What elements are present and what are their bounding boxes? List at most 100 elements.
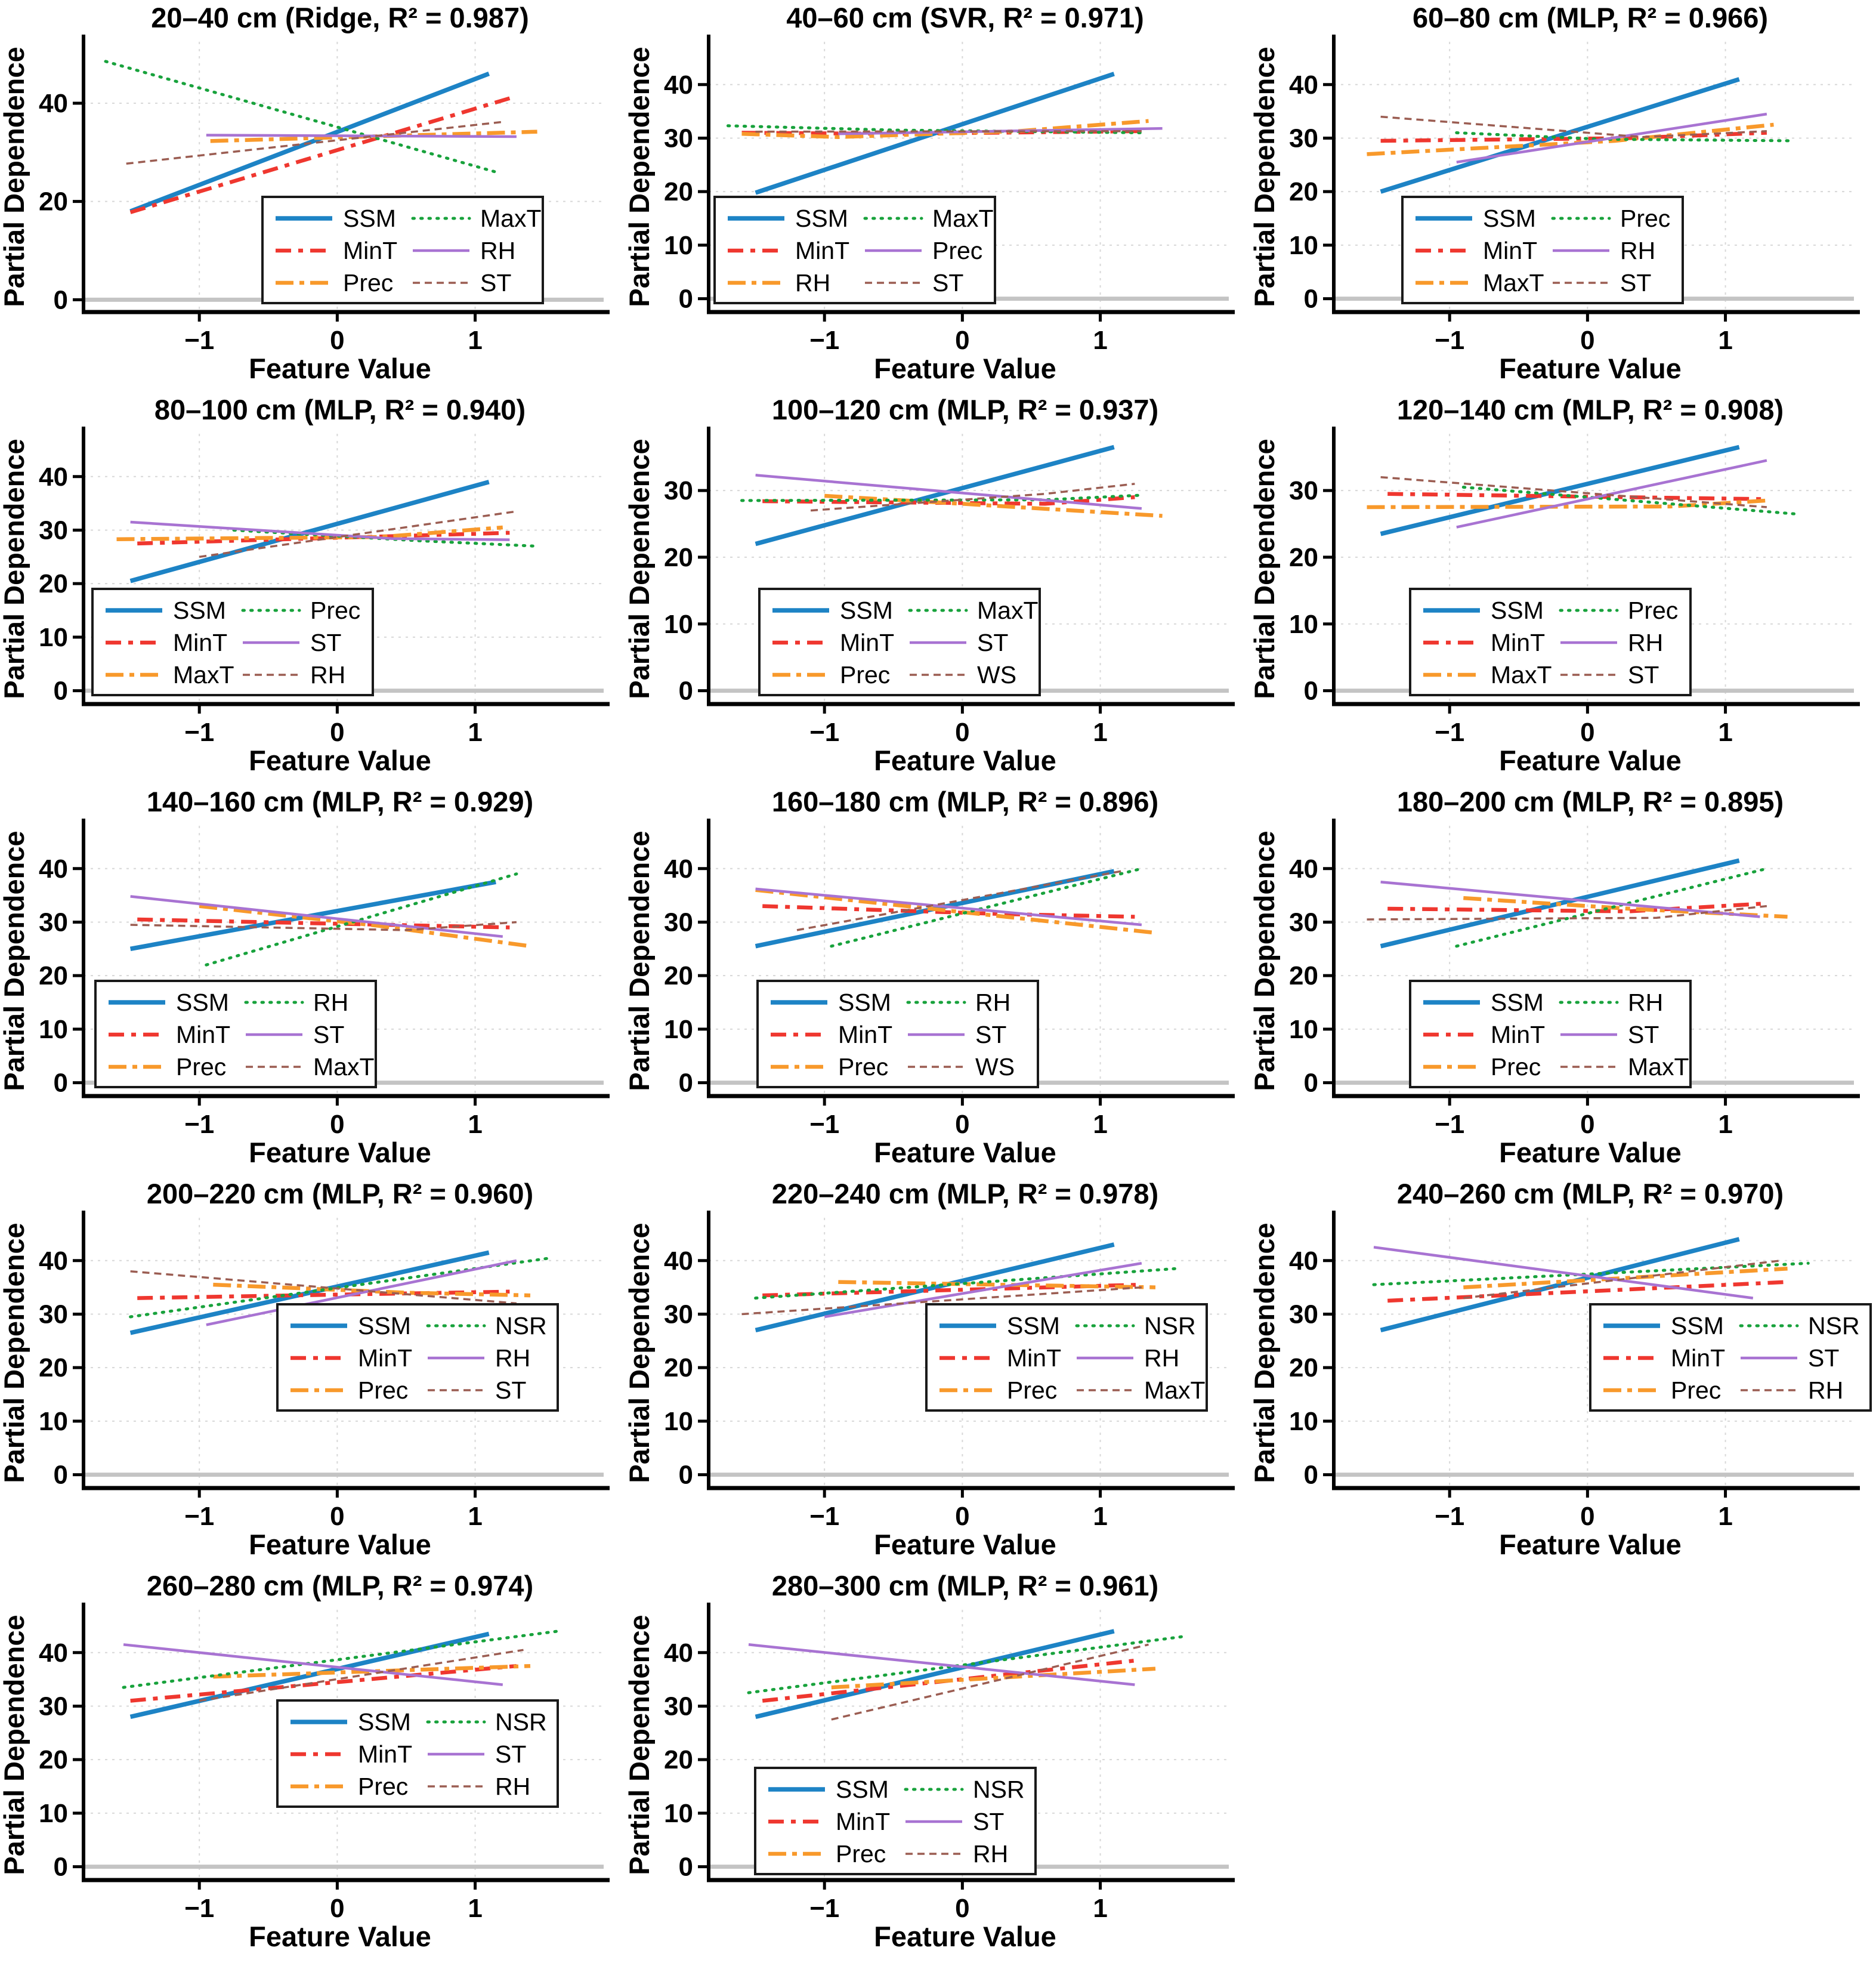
x-tick-label: 0 [1580,1110,1594,1139]
y-tick-label: 40 [1289,70,1318,100]
series-line-rh [206,1259,517,1326]
x-tick-label: 1 [1093,1894,1107,1923]
legend-label-ssm: SSM [1007,1312,1060,1339]
series-line-mint [1380,131,1767,143]
legend-label-maxt: MaxT [1491,661,1552,689]
x-tick-label: −1 [184,718,214,747]
legend-label-mint: MinT [1671,1344,1725,1372]
legend: SSM MinT MaxT Prec RH ST [1409,588,1692,696]
y-tick-label: 20 [1289,961,1318,990]
x-tick-label: −1 [184,1502,214,1531]
series-line-rh [199,510,517,558]
series-line-rh [1463,1260,1781,1300]
legend-label-st: ST [495,1740,526,1768]
legend-label-st: ST [975,1021,1006,1048]
x-tick-label: 1 [1718,1502,1732,1531]
pdp-subplot-cell-8: −1 0 1 0 10 20 30 40 180–200 cm (MLP, R² = 0.895… [1248,784,1875,1176]
y-axis-label: Partial Dependence [625,1615,655,1875]
legend-label-mint: MinT [1491,629,1545,656]
legend: SSM MinT Prec NSR ST RH [1589,1303,1872,1412]
legend-label-st: ST [313,1021,344,1048]
y-tick-label: 20 [1289,1353,1318,1382]
legend-label-st: ST [973,1808,1004,1835]
series-line-ssm [755,445,1115,547]
x-axis-label: Feature Value [249,353,431,384]
pdp-subplot-cell-5: −1 0 1 0 10 20 30 120–140 cm (MLP, R² = 0.908) F… [1248,392,1875,784]
y-tick-label: 40 [664,1638,693,1668]
legend-label-prec: Prec [358,1376,408,1404]
legend-label-nsr: NSR [495,1708,547,1736]
series-line-maxt [741,1286,1142,1316]
y-tick-label: 10 [664,1799,693,1828]
x-tick-label: 1 [468,326,482,355]
legend-label-rh: RH [795,269,830,297]
y-tick-label: 30 [39,908,68,937]
series-line-st [755,474,1142,510]
legend: SSM MinT Prec NSR ST RH [754,1767,1037,1875]
legend-label-mint: MinT [840,629,894,656]
legend: SSM MinT Prec MaxT ST WS [758,588,1041,696]
series-line-nsr [754,1267,1178,1300]
x-axis-label: Feature Value [1499,1529,1682,1560]
y-tick-label: 10 [1289,1015,1318,1044]
y-tick-label: 20 [664,1745,693,1774]
legend-label-prec: Prec [838,1053,888,1081]
subplot-title: 140–160 cm (MLP, R² = 0.929) [147,786,533,817]
x-tick-label: 1 [468,1502,482,1531]
y-tick-label: 40 [664,70,693,100]
y-tick-label: 30 [664,476,693,505]
subplot-title: 260–280 cm (MLP, R² = 0.974) [147,1570,533,1601]
series-line-mint [1387,901,1767,913]
series-line-prec [831,1666,1156,1690]
legend-label-maxt: MaxT [1483,269,1544,297]
x-tick-label: 0 [955,718,969,747]
legend-label-mint: MinT [1491,1021,1545,1048]
legend-label-mint: MinT [176,1021,230,1048]
legend-label-st: ST [1628,1021,1659,1048]
x-axis-label: Feature Value [1499,353,1682,384]
subplot-title: 240–260 cm (MLP, R² = 0.970) [1397,1178,1784,1209]
x-axis-label: Feature Value [874,1921,1056,1952]
series-line-st [1380,476,1767,508]
x-axis-label: Feature Value [249,1921,431,1952]
legend-label-prec: Prec [358,1773,408,1800]
x-tick-label: −1 [809,1110,839,1139]
legend-label-mint: MinT [838,1021,892,1048]
y-tick-label: 10 [39,1799,68,1828]
legend-label-ssm: SSM [176,989,229,1016]
x-tick-label: 0 [1580,326,1594,355]
legend-label-prec: Prec [1628,597,1678,624]
y-tick-label: 40 [664,854,693,884]
x-tick-label: −1 [809,1894,839,1923]
series-line-rh [830,867,1143,948]
pdp-subplot-cell-6: −1 0 1 0 10 20 30 40 140–160 cm (MLP, R² = 0.929… [0,784,625,1176]
y-axis-label: Partial Dependence [0,47,30,307]
y-tick-label: 30 [664,124,693,153]
x-tick-label: 1 [468,1894,482,1923]
y-tick-label: 20 [664,961,693,990]
y-axis-label: Partial Dependence [625,831,655,1091]
legend-label-rh: RH [1144,1344,1179,1372]
series-line-mint [1387,492,1767,501]
y-tick-label: 10 [664,1407,693,1436]
series-line-rh [206,134,517,138]
series-line-prec [1463,896,1788,919]
legend-label-mint: MinT [1483,237,1537,264]
legend: SSM MinT Prec RH ST MaxT [1409,980,1692,1088]
legend-label-rh: RH [495,1344,530,1372]
y-tick-label: 40 [39,854,68,884]
pdp-subplot-cell-10: −1 0 1 0 10 20 30 40 220–240 cm (MLP, R² = 0.978… [623,1176,1250,1568]
legend-label-ssm: SSM [836,1776,889,1803]
legend: SSM MinT Prec NSR RH ST [276,1303,559,1412]
series-line-ws [796,870,1121,931]
x-tick-label: −1 [809,326,839,355]
legend: SSM MinT Prec NSR ST RH [276,1699,559,1808]
y-tick-label: 30 [39,1300,68,1329]
y-tick-label: 10 [39,1015,68,1044]
x-tick-label: 0 [955,1894,969,1923]
